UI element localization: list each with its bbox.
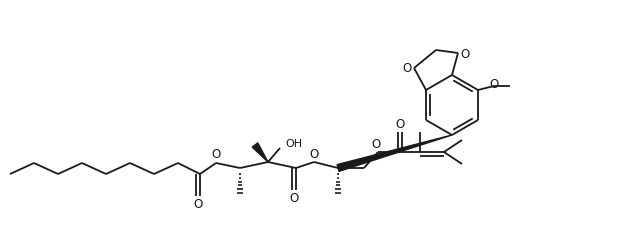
Text: O: O [396, 118, 404, 131]
Text: O: O [372, 138, 380, 151]
Text: O: O [289, 191, 299, 205]
Text: O: O [460, 47, 470, 60]
Polygon shape [337, 135, 452, 171]
Text: O: O [310, 148, 319, 160]
Text: O: O [211, 148, 221, 161]
Text: OH: OH [285, 139, 302, 149]
Text: O: O [489, 79, 499, 92]
Text: O: O [403, 63, 411, 76]
Polygon shape [252, 143, 268, 162]
Text: O: O [193, 198, 203, 211]
